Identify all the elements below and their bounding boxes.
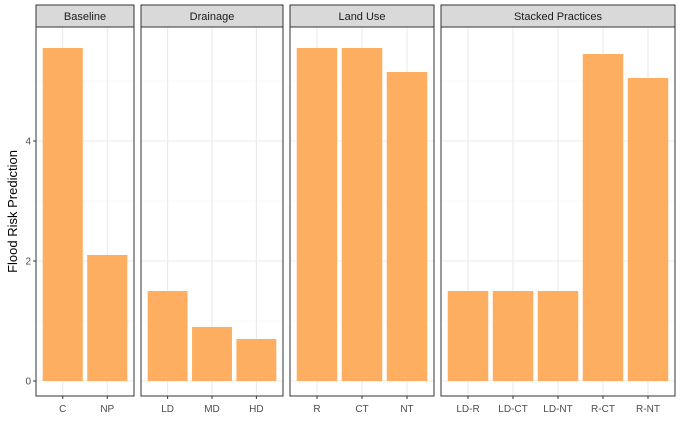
- y-tick-label: 2: [25, 257, 31, 268]
- x-tick-label: R-NT: [636, 404, 660, 415]
- x-tick-label: CT: [355, 404, 368, 415]
- bar: [87, 255, 128, 381]
- bar: [492, 291, 534, 381]
- panel-border: [35, 26, 135, 397]
- bar: [341, 48, 383, 381]
- bar: [147, 291, 188, 381]
- bar: [236, 339, 277, 381]
- y-axis-title: Flood Risk Prediction: [5, 150, 20, 273]
- x-tick-label: R-CT: [591, 404, 615, 415]
- y-tick-label: 0: [25, 377, 31, 388]
- x-tick-label: NP: [100, 404, 114, 415]
- facet-panels: Baseline C NP Drainage LD MD HD Land Use R CT NT St…: [35, 4, 676, 415]
- bar: [447, 291, 489, 381]
- facet-panel: Baseline C NP: [35, 4, 135, 415]
- bar: [192, 327, 232, 381]
- facet-strip-label: Baseline: [64, 11, 106, 23]
- x-tick-label: R: [313, 404, 320, 415]
- facet-strip-label: Land Use: [338, 11, 385, 23]
- bar: [296, 48, 338, 381]
- x-tick-label: C: [59, 404, 66, 415]
- facet-strip-label: Stacked Practices: [514, 11, 603, 23]
- bar: [627, 78, 669, 381]
- facet-panel: Land Use R CT NT: [289, 4, 435, 415]
- x-tick-label: LD: [161, 404, 174, 415]
- bar: [386, 72, 428, 381]
- facet-strip-label: Drainage: [190, 11, 235, 23]
- x-tick-label: MD: [204, 404, 220, 415]
- bar: [42, 48, 83, 381]
- y-axis: 0 2 4: [25, 137, 36, 388]
- facet-panel: Stacked Practices LD-R LD-CT LD-NT R-CT R-NT: [440, 4, 676, 415]
- x-tick-label: LD-NT: [543, 404, 572, 415]
- bar: [582, 54, 624, 381]
- bar: [537, 291, 579, 381]
- x-tick-label: NT: [400, 404, 413, 415]
- y-tick-label: 4: [25, 137, 31, 148]
- facet-panel: Drainage LD MD HD: [140, 4, 284, 415]
- x-tick-label: LD-CT: [498, 404, 527, 415]
- x-tick-label: LD-R: [456, 404, 479, 415]
- x-tick-label: HD: [249, 404, 263, 415]
